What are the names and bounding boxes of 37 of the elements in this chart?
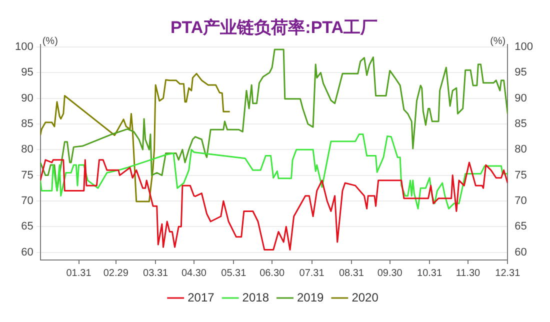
x-tick-label: 11.30 [456, 268, 481, 279]
legend-label: 2017 [188, 290, 215, 304]
x-tick-label: 05.31 [221, 268, 247, 279]
x-tick-label: 04.30 [181, 268, 207, 279]
x-tick-label: 01.31 [66, 268, 92, 279]
x-tick-label: 03.31 [143, 268, 169, 279]
y-tick-label: 90 [21, 92, 34, 104]
y-tick-label: 95 [21, 66, 34, 79]
y2-tick-label: 90 [514, 92, 527, 104]
y2-tick-label: 75 [514, 169, 527, 182]
x-tick-label: 02.29 [103, 268, 129, 279]
legend-label: 2019 [297, 290, 324, 304]
x-tick-label: 06.30 [260, 268, 286, 279]
chart-title: PTA产业链负荷率:PTA工厂 [170, 18, 378, 37]
y2-tick-label: 65 [514, 220, 527, 233]
y2-tick-label: 80 [514, 144, 527, 156]
y-tick-label: 100 [14, 41, 34, 53]
y2-tick-label: 100 [514, 41, 534, 53]
y-tick-label: 85 [21, 118, 34, 130]
y2-tick-label: 60 [514, 246, 527, 258]
y2-tick-label: 70 [514, 195, 527, 207]
x-tick-label: 12.31 [495, 268, 521, 279]
x-tick-label: 08.31 [338, 268, 364, 279]
y-tick-label: 80 [21, 144, 34, 156]
y2-axis-title: (%) [490, 36, 506, 48]
x-tick-label: 07.31 [299, 268, 325, 279]
y-tick-label: 70 [21, 195, 34, 207]
y-axis-title: (%) [42, 36, 58, 48]
y-tick-label: 60 [21, 246, 34, 258]
legend-label: 2020 [352, 290, 379, 304]
x-tick-label: 10.31 [417, 268, 442, 279]
x-tick-label: 09.30 [377, 268, 403, 279]
y2-tick-label: 95 [514, 66, 527, 79]
y2-tick-label: 85 [514, 118, 527, 130]
y-tick-label: 75 [21, 169, 34, 182]
legend-label: 2018 [242, 290, 270, 304]
y-tick-label: 65 [21, 220, 34, 233]
